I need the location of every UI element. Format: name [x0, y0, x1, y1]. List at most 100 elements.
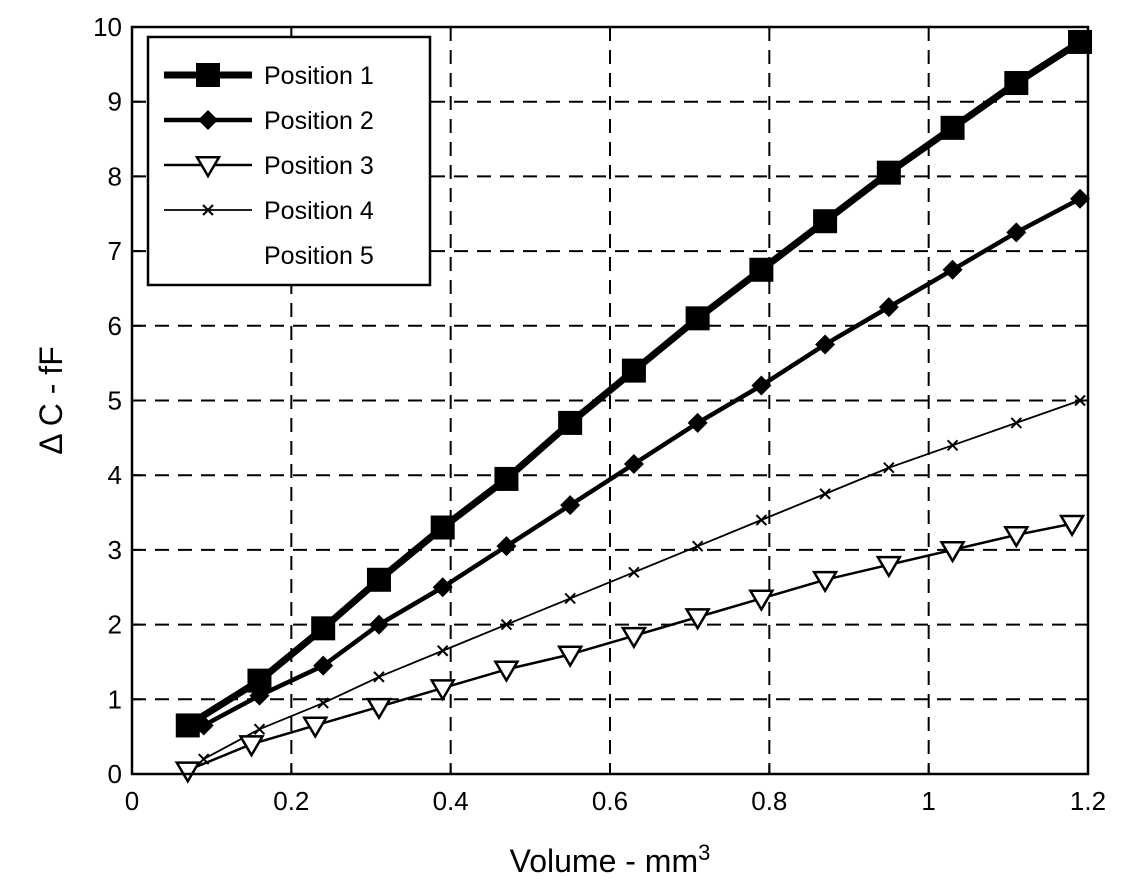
- x-marker: [1074, 394, 1086, 407]
- square-marker: [494, 466, 519, 491]
- diamond-marker: [751, 375, 772, 396]
- legend-label: Position 1: [264, 62, 374, 90]
- legend-label: Position 2: [264, 107, 374, 135]
- x-marker-stroke: [819, 488, 831, 500]
- square-marker: [1004, 71, 1029, 96]
- diamond-marker: [496, 536, 517, 557]
- legend-label: Position 3: [264, 152, 374, 180]
- triangle-marker: [620, 626, 648, 650]
- y-tick-label: 9: [108, 87, 122, 117]
- triangle-marker: [939, 540, 966, 564]
- triangle-marker: [875, 555, 903, 579]
- y-axis-label: Δ C - fF: [33, 346, 69, 454]
- triangle-marker: [811, 570, 839, 594]
- x-marker: [946, 439, 959, 452]
- triangle-marker: [194, 156, 222, 179]
- axis-ticks: 0 0.2 0.4 0.6 0.8 1 1.2 0 1 2 3 4 5 6 7 8 9 10: [93, 12, 1106, 816]
- y-tick-label: 5: [108, 386, 122, 416]
- x-tick-label: 0.4: [433, 786, 469, 816]
- square-marker: [813, 209, 838, 234]
- square-marker: [940, 115, 965, 140]
- x-marker-stroke: [628, 566, 640, 579]
- x-tick-label: 0.2: [273, 786, 309, 816]
- series-position-4: [197, 394, 1086, 765]
- triangle-marker: [493, 660, 520, 683]
- square-marker: [196, 63, 220, 87]
- square-marker: [558, 410, 583, 435]
- x-marker-stroke: [500, 618, 513, 631]
- square-marker: [621, 358, 646, 383]
- x-marker: [373, 671, 385, 683]
- y-tick-label: 8: [108, 161, 122, 191]
- square-marker: [685, 306, 710, 331]
- square-marker: [876, 160, 901, 185]
- x-marker-stroke: [1074, 394, 1086, 407]
- x-marker-stroke: [373, 671, 385, 683]
- series-line: [187, 522, 1073, 772]
- y-tick-label: 2: [108, 610, 122, 640]
- triangle-marker: [429, 679, 456, 702]
- x-marker: [755, 514, 768, 526]
- x-marker-stroke: [436, 645, 449, 657]
- x-marker-stroke: [946, 439, 959, 452]
- x-tick-label: 0.8: [751, 786, 787, 816]
- square-marker: [749, 257, 774, 282]
- diamond-marker: [942, 259, 963, 280]
- legend-label: Position 5: [264, 242, 374, 270]
- x-marker: [436, 645, 449, 657]
- diamond-marker: [878, 297, 899, 318]
- triangle-marker: [174, 761, 201, 784]
- diamond-marker: [368, 614, 389, 635]
- diamond-marker: [1070, 188, 1091, 209]
- x-marker-stroke: [197, 753, 210, 765]
- legend-item: Position 2: [164, 107, 374, 135]
- y-tick-label: 3: [108, 535, 122, 565]
- x-marker-stroke: [883, 462, 895, 474]
- square-marker: [366, 567, 391, 592]
- legend-label: Position 4: [264, 197, 374, 225]
- x-marker-stroke: [564, 592, 576, 605]
- x-marker: [202, 204, 214, 216]
- diamond-marker: [198, 110, 218, 130]
- square-marker: [311, 616, 336, 641]
- legend-item: Position 3: [164, 152, 374, 180]
- x-marker: [1010, 417, 1023, 429]
- x-marker-stroke: [691, 540, 704, 552]
- legend-item: Position 1: [164, 62, 374, 90]
- x-marker: [317, 697, 329, 709]
- diamond-marker: [815, 334, 836, 355]
- legend-item: Position 5: [264, 242, 374, 270]
- y-tick-label: 1: [108, 684, 122, 714]
- x-marker-stroke: [1010, 417, 1023, 429]
- triangle-marker: [556, 645, 584, 668]
- legend-box: [146, 35, 432, 287]
- x-axis-label-superscript: 3: [698, 840, 710, 865]
- diamond-marker: [687, 412, 708, 433]
- triangle-marker: [238, 735, 265, 758]
- x-marker-stroke: [202, 204, 214, 216]
- y-tick-label: 10: [93, 12, 122, 42]
- triangle-marker: [748, 589, 775, 612]
- x-marker: [500, 618, 513, 631]
- x-axis-label-text: Volume - mm: [510, 843, 698, 879]
- series-position-3: [174, 514, 1086, 784]
- triangle-marker: [365, 697, 393, 721]
- x-marker-stroke: [317, 697, 329, 709]
- x-tick-label: 1: [921, 786, 935, 816]
- square-marker: [247, 668, 272, 693]
- y-tick-label: 7: [108, 236, 122, 266]
- y-tick-label: 6: [108, 311, 122, 341]
- legend-item: Position 4: [164, 197, 374, 225]
- y-tick-label: 0: [108, 759, 122, 789]
- x-axis-label: Volume - mm3: [510, 840, 711, 879]
- diamond-marker: [623, 453, 644, 474]
- x-tick-label: 0.6: [592, 786, 628, 816]
- x-marker: [628, 566, 640, 579]
- grid-lines: [132, 27, 1088, 774]
- diamond-marker: [432, 577, 453, 598]
- x-marker: [691, 540, 704, 552]
- x-marker-stroke: [755, 514, 768, 526]
- square-marker: [430, 515, 455, 540]
- x-tick-label: 0: [125, 786, 139, 816]
